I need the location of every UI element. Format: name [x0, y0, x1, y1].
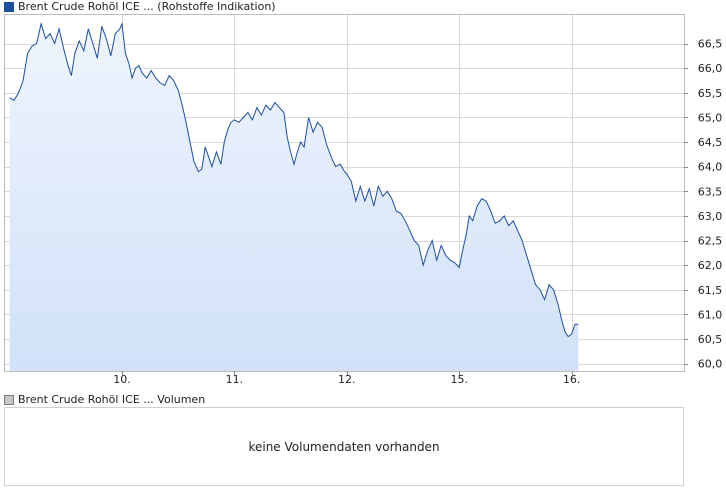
volume-panel: keine Volumendaten vorhanden — [4, 407, 684, 486]
x-tick-label-3: 15. — [450, 373, 468, 386]
plot-frame — [4, 14, 685, 372]
y-tick-label-13: 66,5 — [698, 38, 723, 51]
price-area-fill — [9, 23, 579, 372]
y-tick-label-11: 65,5 — [698, 87, 723, 100]
x-tick-label-0: 10. — [113, 373, 131, 386]
y-tick-label-9: 64,5 — [698, 136, 723, 149]
price-line — [9, 21, 579, 338]
price-legend: Brent Crude Rohöl ICE ... (Rohstoffe Ind… — [4, 0, 276, 13]
price-legend-swatch — [4, 1, 14, 12]
volume-empty-message: keine Volumendaten vorhanden — [248, 440, 440, 454]
volume-legend: Brent Crude Rohöl ICE ... Volumen — [4, 393, 205, 406]
x-tick-label-4: 16. — [563, 373, 581, 386]
y-tick-label-7: 63,5 — [698, 185, 723, 198]
y-tick-label-0: 60,0 — [698, 358, 723, 371]
y-tick-label-4: 62,0 — [698, 259, 723, 272]
x-tick-label-1: 11. — [226, 373, 244, 386]
x-tick-label-2: 12. — [338, 373, 356, 386]
y-tick-label-6: 63,0 — [698, 210, 723, 223]
y-tick-label-2: 61,0 — [698, 308, 723, 321]
y-tick-label-12: 66,0 — [698, 62, 723, 75]
volume-legend-swatch — [4, 394, 14, 405]
y-tick-label-8: 64,0 — [698, 161, 723, 174]
y-tick-label-1: 60,5 — [698, 333, 723, 346]
y-tick-label-10: 65,0 — [698, 111, 723, 124]
price-chart: 60,0 60,5 61,0 61,5 62,0 62,5 63,0 63,5 64,0 64,5… — [4, 14, 723, 386]
y-tick-label-3: 61,5 — [698, 284, 723, 297]
volume-legend-label: Brent Crude Rohöl ICE ... Volumen — [18, 393, 206, 406]
y-tick-label-5: 62,5 — [698, 235, 723, 248]
price-legend-label: Brent Crude Rohöl ICE ... (Rohstoffe Ind… — [18, 0, 276, 13]
